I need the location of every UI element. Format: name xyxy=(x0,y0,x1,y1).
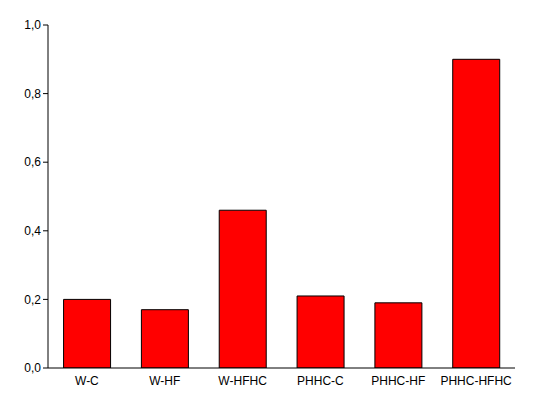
svg-text:PHHC-C: PHHC-C xyxy=(297,374,344,388)
svg-text:1,0: 1,0 xyxy=(24,18,41,32)
svg-text:W-C: W-C xyxy=(75,374,99,388)
svg-text:0,4: 0,4 xyxy=(24,224,41,238)
svg-text:0,8: 0,8 xyxy=(24,87,41,101)
svg-text:W-HFHC: W-HFHC xyxy=(218,374,267,388)
svg-text:PHHC-HF: PHHC-HF xyxy=(371,374,425,388)
svg-text:W-HF: W-HF xyxy=(149,374,180,388)
svg-text:0,0: 0,0 xyxy=(24,361,41,375)
svg-text:0,2: 0,2 xyxy=(24,293,41,307)
svg-text:0,6: 0,6 xyxy=(24,155,41,169)
svg-text:PHHC-HFHC: PHHC-HFHC xyxy=(440,374,512,388)
